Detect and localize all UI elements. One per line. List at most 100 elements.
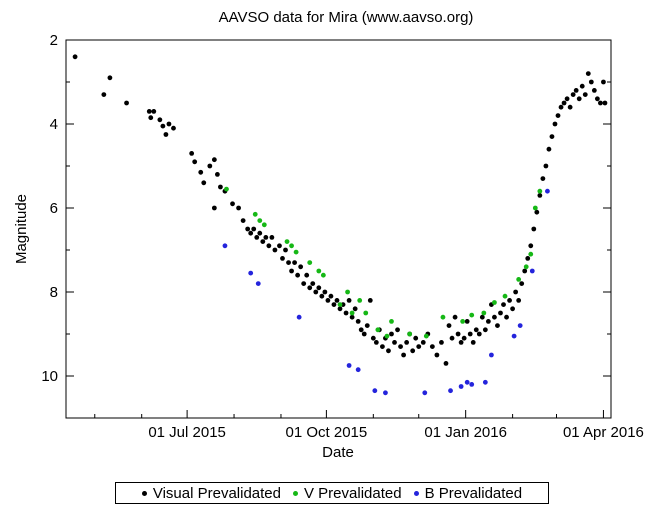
legend-label-b: B Prevalidated: [424, 484, 523, 502]
visual-point: [230, 201, 235, 207]
visual-point: [546, 146, 552, 152]
visual-point: [251, 226, 257, 232]
legend-label-visual: Visual Prevalidated: [152, 484, 281, 502]
visual-point: [160, 123, 166, 129]
visual-point: [446, 323, 452, 328]
visual-point: [218, 184, 223, 190]
b-point: [511, 333, 517, 339]
visual-point: [449, 335, 455, 341]
visual-point: [482, 327, 488, 333]
legend-item-visual: Visual Prevalidated: [141, 484, 281, 502]
visual-point: [146, 109, 152, 114]
v-point: [469, 312, 475, 318]
visual-point: [211, 157, 217, 163]
b-point: [346, 363, 352, 368]
v-point: [528, 251, 534, 257]
v-point: [307, 260, 313, 265]
visual-point: [295, 272, 301, 278]
visual-point: [107, 75, 113, 81]
visual-point: [549, 134, 555, 140]
visual-point: [263, 235, 269, 240]
v-point: [516, 277, 522, 282]
b-point: [222, 243, 228, 249]
b-point: [482, 379, 488, 385]
visual-point: [392, 340, 397, 345]
visual-point: [386, 348, 391, 354]
visual-point: [420, 340, 426, 345]
y-tick-label: 6: [50, 200, 58, 217]
visual-point: [207, 163, 213, 169]
visual-point: [495, 323, 500, 328]
b-point: [296, 314, 302, 320]
visual-point: [236, 205, 241, 211]
v-point: [261, 222, 267, 228]
visual-point: [516, 298, 522, 303]
visual-point: [582, 92, 588, 97]
visual-point: [266, 243, 272, 249]
legend-marker-visual: [141, 490, 147, 496]
visual-point: [594, 96, 600, 102]
visual-point: [567, 104, 573, 110]
v-point: [492, 300, 497, 305]
visual-point: [364, 323, 370, 328]
b-point: [383, 390, 388, 396]
chart-title: AAVSO data for Mira (www.aavso.org): [219, 9, 474, 26]
visual-point: [307, 285, 313, 291]
visual-point: [325, 298, 331, 303]
visual-point: [528, 243, 534, 249]
v-point: [293, 249, 299, 255]
visual-point: [519, 281, 525, 286]
visual-point: [439, 340, 444, 345]
v-point: [523, 264, 529, 270]
visual-point: [470, 340, 476, 345]
visual-point: [576, 96, 582, 102]
visual-point: [429, 344, 435, 349]
v-point: [224, 186, 229, 192]
v-point: [349, 310, 355, 316]
visual-point: [148, 115, 154, 121]
b-point: [545, 188, 550, 194]
y-tick-label: 4: [50, 116, 58, 133]
visual-point: [555, 113, 561, 118]
visual-point: [601, 79, 606, 85]
visual-point: [72, 54, 78, 60]
visual-point: [349, 314, 355, 320]
chart-svg: AAVSO data for Mira (www.aavso.org) 2 4 6 8…: [13, 9, 644, 461]
v-point: [252, 211, 258, 217]
v-point: [460, 319, 466, 324]
visual-point: [404, 340, 410, 345]
visual-point: [513, 289, 519, 295]
visual-point: [473, 327, 479, 333]
visual-point: [485, 319, 491, 324]
visual-point: [410, 348, 416, 354]
visual-point: [283, 247, 288, 253]
visual-point: [564, 96, 570, 102]
visual-point: [467, 331, 473, 337]
visual-point: [370, 335, 376, 341]
visual-point: [343, 310, 349, 316]
visual-point: [492, 314, 497, 320]
visual-point: [151, 109, 157, 114]
v-point: [440, 314, 446, 320]
visual-point: [455, 331, 461, 337]
visual-point: [322, 289, 328, 295]
b-point: [489, 352, 494, 358]
b-point: [248, 270, 254, 276]
data-points: [72, 54, 608, 396]
visual-point: [269, 235, 275, 240]
visual-point: [540, 176, 546, 182]
visual-point: [334, 298, 340, 303]
visual-point: [248, 230, 254, 236]
visual-point: [507, 298, 512, 303]
visual-point: [598, 100, 603, 106]
visual-point: [214, 172, 220, 177]
y-axis: 2 4 6 8 10: [41, 32, 611, 419]
plot-frame: [65, 39, 612, 419]
v-point: [363, 310, 369, 316]
visual-point: [198, 169, 204, 175]
visual-point: [401, 352, 406, 358]
b-point: [464, 379, 470, 385]
visual-point: [346, 298, 352, 303]
visual-point: [395, 327, 400, 333]
visual-point: [286, 260, 291, 265]
